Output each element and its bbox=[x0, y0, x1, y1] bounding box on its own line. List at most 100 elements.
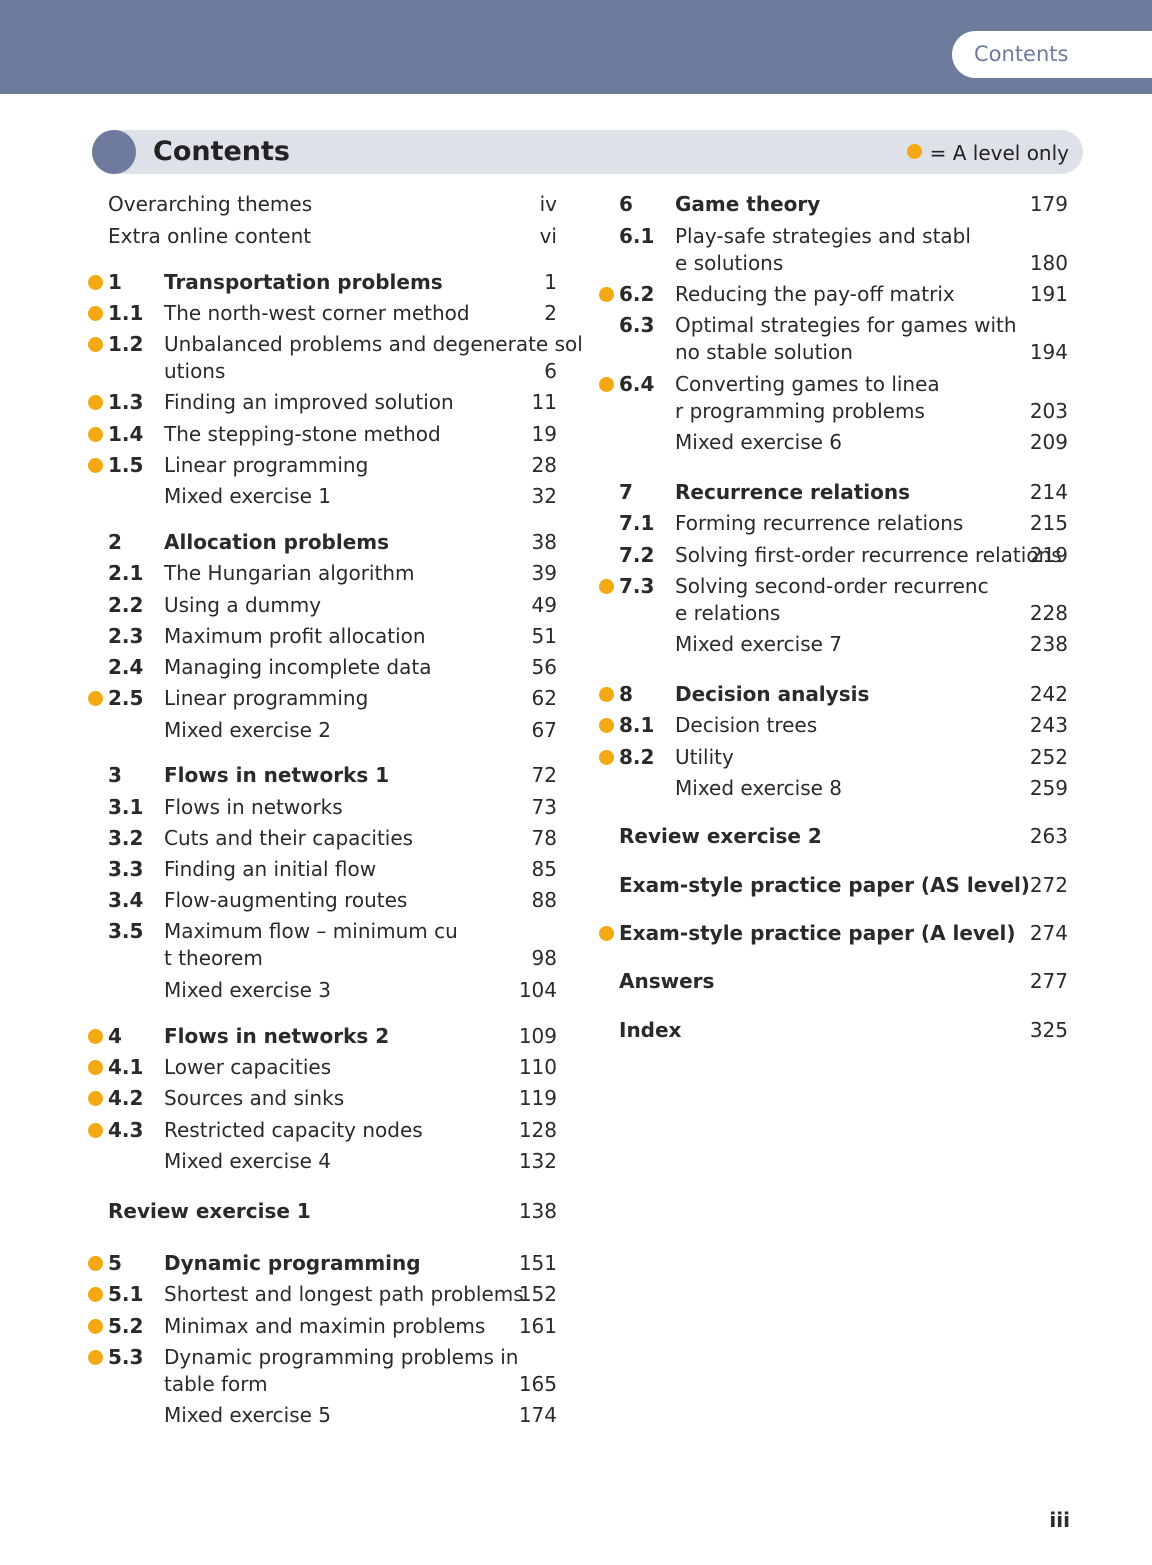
toc-page-number: 215 bbox=[1029, 511, 1068, 535]
toc-number: 1.2 bbox=[108, 332, 144, 356]
toc-title: Review exercise 2 bbox=[619, 824, 822, 848]
legend: = A level only bbox=[906, 130, 1069, 176]
toc-page-number: 219 bbox=[1029, 543, 1068, 567]
toc-title: Restricted capacity nodes bbox=[164, 1118, 423, 1142]
toc-number: 1.5 bbox=[108, 453, 144, 477]
toc-number: 4 bbox=[108, 1024, 122, 1048]
toc-title: Mixed exercise 2 bbox=[164, 718, 332, 742]
toc-title: Flows in networks 1 bbox=[164, 763, 390, 787]
a-level-dot-icon bbox=[88, 337, 103, 352]
toc-number: 8.2 bbox=[619, 745, 655, 769]
toc-page-number: 209 bbox=[1029, 430, 1068, 454]
toc-title: Index bbox=[619, 1018, 682, 1042]
a-level-dot-icon bbox=[88, 427, 103, 442]
toc-page-number: 104 bbox=[518, 978, 557, 1002]
toc-title: The Hungarian algorithm bbox=[164, 561, 415, 585]
toc-page-number: 252 bbox=[1029, 745, 1068, 769]
toc-page-number: 56 bbox=[531, 655, 557, 679]
toc-page-number: 138 bbox=[518, 1199, 557, 1223]
toc-number: 2.5 bbox=[108, 686, 144, 710]
toc-page-number: 11 bbox=[531, 390, 557, 414]
toc-title: Play-safe strategies and stabl e solution… bbox=[675, 224, 971, 275]
a-level-dot-icon bbox=[88, 1256, 103, 1271]
a-level-dot-icon bbox=[88, 691, 103, 706]
a-level-dot-icon bbox=[599, 287, 614, 302]
toc-title: Mixed exercise 5 bbox=[164, 1403, 332, 1427]
toc-page-number: iv bbox=[539, 192, 557, 216]
toc-page-number: 19 bbox=[531, 422, 557, 446]
a-level-dot-icon bbox=[599, 579, 614, 594]
toc-title: Finding an initial flow bbox=[164, 857, 377, 881]
toc-page-number: 152 bbox=[518, 1282, 557, 1306]
toc-page-number: 191 bbox=[1029, 282, 1068, 306]
toc-number: 2.3 bbox=[108, 624, 144, 648]
toc-page-number: 242 bbox=[1029, 682, 1068, 706]
toc-page-number: 39 bbox=[531, 561, 557, 585]
toc-page-number: 78 bbox=[531, 826, 557, 850]
toc-page-number: 32 bbox=[531, 484, 557, 508]
toc-title: Using a dummy bbox=[164, 593, 322, 617]
toc-number: 8 bbox=[619, 682, 633, 706]
toc-page-number: 72 bbox=[531, 763, 557, 787]
toc-title: Mixed exercise 4 bbox=[164, 1149, 332, 1173]
toc-number: 1 bbox=[108, 270, 122, 294]
header-tab-label: Contents bbox=[974, 42, 1069, 66]
toc-number: 6.1 bbox=[619, 224, 655, 248]
toc-page-number: 132 bbox=[518, 1149, 557, 1173]
toc-title: Mixed exercise 1 bbox=[164, 484, 332, 508]
toc-page-number: 194 bbox=[1029, 340, 1068, 364]
toc-title: Utility bbox=[675, 745, 734, 769]
toc-title: Flows in networks bbox=[164, 795, 343, 819]
toc-number: 7 bbox=[619, 480, 633, 504]
title-circle-icon bbox=[92, 130, 136, 174]
toc-page-number: 259 bbox=[1029, 776, 1068, 800]
a-level-dot-icon bbox=[906, 144, 922, 159]
toc-number: 2.4 bbox=[108, 655, 144, 679]
legend-text: = A level only bbox=[929, 141, 1069, 165]
toc-number: 6.2 bbox=[619, 282, 655, 306]
toc-page-number: 243 bbox=[1029, 713, 1068, 737]
toc-title: Overarching themes bbox=[108, 192, 313, 216]
toc-title: Unbalanced problems and degenerate sol ut… bbox=[164, 332, 583, 383]
toc-page-number: 214 bbox=[1029, 480, 1068, 504]
toc-page-number: 325 bbox=[1029, 1018, 1068, 1042]
toc-page-number: 161 bbox=[518, 1314, 557, 1338]
toc-title: Maximum flow – minimum cu t theorem bbox=[164, 919, 458, 970]
toc-title: Dynamic programming problems in table for… bbox=[164, 1345, 519, 1396]
toc-title: Review exercise 1 bbox=[108, 1199, 311, 1223]
toc-number: 8.1 bbox=[619, 713, 655, 737]
toc-number: 7.2 bbox=[619, 543, 655, 567]
a-level-dot-icon bbox=[599, 377, 614, 392]
toc-page-number: 263 bbox=[1029, 824, 1068, 848]
toc-title: Lower capacities bbox=[164, 1055, 332, 1079]
toc-title: Transportation problems bbox=[164, 270, 443, 294]
toc-title: Maximum profit allocation bbox=[164, 624, 426, 648]
a-level-dot-icon bbox=[88, 1287, 103, 1302]
header-tab: Contents bbox=[952, 31, 1152, 78]
toc-title: Decision analysis bbox=[675, 682, 870, 706]
toc-title: Exam-style practice paper (AS level) bbox=[619, 873, 1030, 897]
toc-page-number: 228 bbox=[1029, 601, 1068, 625]
toc-number: 4.1 bbox=[108, 1055, 144, 1079]
toc-number: 5 bbox=[108, 1251, 122, 1275]
toc-number: 3.1 bbox=[108, 795, 144, 819]
toc-page-number: 62 bbox=[531, 686, 557, 710]
a-level-dot-icon bbox=[88, 1123, 103, 1138]
toc-page-number: 6 bbox=[544, 359, 557, 383]
toc-page-number: 51 bbox=[531, 624, 557, 648]
toc-page-number: 174 bbox=[518, 1403, 557, 1427]
toc-number: 3.2 bbox=[108, 826, 144, 850]
toc-page-number: 151 bbox=[518, 1251, 557, 1275]
a-level-dot-icon bbox=[88, 458, 103, 473]
toc-page-number: 28 bbox=[531, 453, 557, 477]
a-level-dot-icon bbox=[88, 1060, 103, 1075]
title-bar: Contents = A level only bbox=[92, 130, 1083, 174]
toc-title: Answers bbox=[619, 969, 715, 993]
toc-page-number: 109 bbox=[518, 1024, 557, 1048]
toc-title: Extra online content bbox=[108, 224, 312, 248]
a-level-dot-icon bbox=[88, 275, 103, 290]
toc-title: Mixed exercise 6 bbox=[675, 430, 843, 454]
toc-page-number: 73 bbox=[531, 795, 557, 819]
toc-page-number: 272 bbox=[1029, 873, 1068, 897]
toc-page-number: 110 bbox=[518, 1055, 557, 1079]
